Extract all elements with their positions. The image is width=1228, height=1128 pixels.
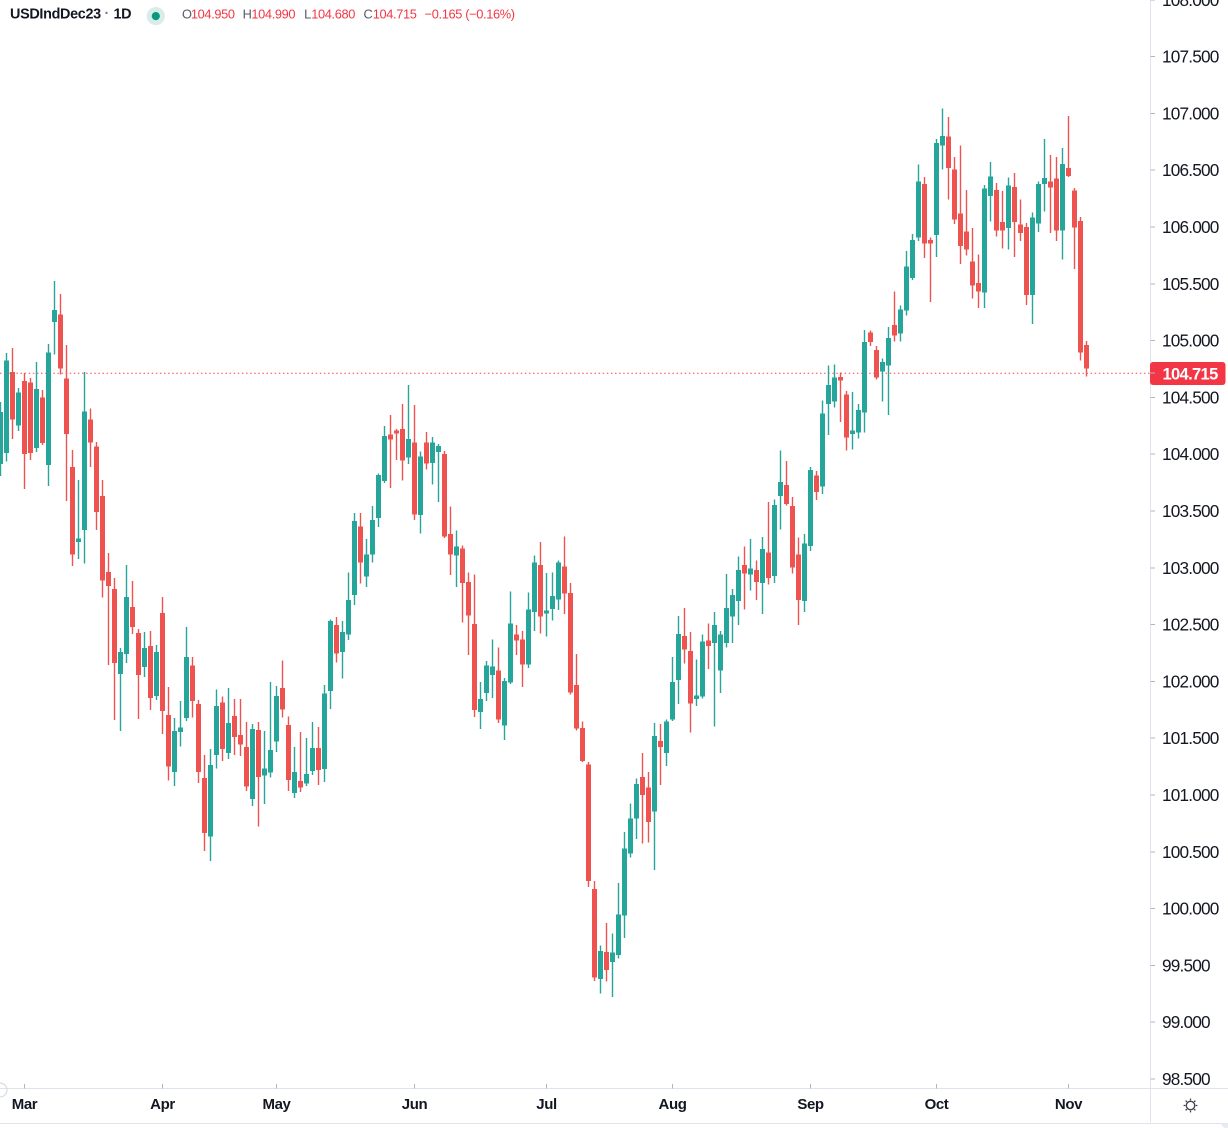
svg-text:108.000: 108.000 — [1162, 0, 1219, 10]
svg-text:Mar: Mar — [12, 1096, 38, 1113]
svg-text:C: C — [364, 7, 373, 22]
svg-text:99.500: 99.500 — [1162, 955, 1210, 975]
svg-text:104.680: 104.680 — [311, 7, 355, 22]
svg-text:104.950: 104.950 — [191, 7, 235, 22]
svg-text:·: · — [105, 6, 110, 22]
svg-text:101.500: 101.500 — [1162, 728, 1219, 748]
svg-text:107.500: 107.500 — [1162, 47, 1219, 67]
svg-text:103.000: 103.000 — [1162, 558, 1219, 578]
svg-text:Jul: Jul — [536, 1096, 557, 1113]
svg-text:104.990: 104.990 — [251, 7, 295, 22]
svg-text:104.000: 104.000 — [1162, 444, 1219, 464]
svg-text:Jun: Jun — [402, 1096, 428, 1113]
svg-text:106.500: 106.500 — [1162, 160, 1219, 180]
svg-text:1D: 1D — [114, 6, 132, 22]
svg-text:−0.165 (−0.16%): −0.165 (−0.16%) — [425, 7, 515, 22]
svg-text:L: L — [304, 7, 311, 22]
svg-text:104.715: 104.715 — [373, 7, 417, 22]
svg-text:Sep: Sep — [797, 1096, 824, 1113]
svg-text:Oct: Oct — [925, 1096, 949, 1113]
svg-text:98.500: 98.500 — [1162, 1069, 1210, 1089]
svg-text:O: O — [182, 7, 192, 22]
svg-text:100.000: 100.000 — [1162, 899, 1219, 919]
svg-text:USDIndDec23: USDIndDec23 — [10, 6, 101, 22]
svg-text:101.000: 101.000 — [1162, 785, 1219, 805]
svg-text:99.000: 99.000 — [1162, 1012, 1210, 1032]
svg-text:Apr: Apr — [150, 1096, 175, 1113]
svg-text:Nov: Nov — [1055, 1096, 1083, 1113]
svg-text:102.500: 102.500 — [1162, 615, 1219, 635]
svg-text:Aug: Aug — [659, 1096, 687, 1113]
svg-text:104.715: 104.715 — [1163, 365, 1219, 383]
svg-text:H: H — [243, 7, 252, 22]
svg-text:105.000: 105.000 — [1162, 331, 1219, 351]
svg-text:105.500: 105.500 — [1162, 274, 1219, 294]
svg-text:104.500: 104.500 — [1162, 387, 1219, 407]
svg-text:102.000: 102.000 — [1162, 671, 1219, 691]
svg-text:106.000: 106.000 — [1162, 217, 1219, 237]
svg-text:107.000: 107.000 — [1162, 103, 1219, 123]
svg-text:103.500: 103.500 — [1162, 501, 1219, 521]
svg-text:May: May — [263, 1096, 292, 1113]
svg-text:100.500: 100.500 — [1162, 842, 1219, 862]
